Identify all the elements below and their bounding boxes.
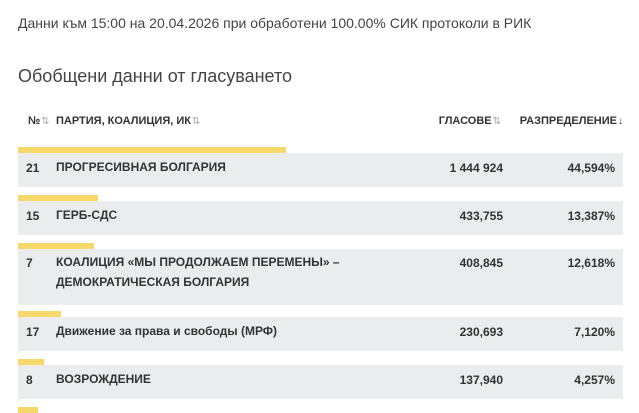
sort-icon[interactable]: ⇅ [492, 116, 501, 127]
vote-percentage: 12,618% [567, 256, 615, 270]
vote-share-bar [18, 195, 98, 201]
header-votes-label: ГЛАСОВЕ [438, 115, 492, 127]
vote-percentage: 44,594% [567, 161, 615, 175]
party-number: 15 [26, 209, 40, 223]
sort-icon[interactable]: ⇅ [41, 116, 50, 127]
sort-icon[interactable]: ⇅ [191, 116, 201, 127]
header-num-label: № [28, 115, 41, 127]
party-name: ГЕРБ-СДС [56, 208, 118, 222]
vote-share-bar [18, 147, 286, 153]
party-number: 7 [26, 256, 33, 270]
vote-share-bar [18, 243, 94, 249]
table-row[interactable]: 17 Движение за права и свободы (МРФ) 230,6… [18, 317, 623, 351]
header-distribution[interactable]: РАЗПРЕДЕЛЕНИЕ↓ [520, 115, 623, 127]
data-status-line: Данни към 15:00 на 20.04.2026 при обрабо… [18, 15, 532, 31]
header-num[interactable]: №⇅ [28, 115, 50, 127]
vote-count: 408,845 [459, 256, 503, 270]
party-number: 8 [26, 373, 33, 387]
table-row[interactable]: 21 ПРОГРЕСИВНАЯ БОЛГАРИЯ 1 444 924 44,594% [18, 153, 623, 187]
party-name: КОАЛИЦИЯ «МЫ ПРОДОЛЖАЕМ ПЕРЕМЕНЫ» – ДЕМО… [56, 255, 340, 289]
party-number: 17 [26, 325, 40, 339]
vote-percentage: 4,257% [574, 373, 615, 387]
party-number: 21 [26, 161, 40, 175]
vote-percentage: 13,387% [567, 209, 615, 223]
vote-count: 137,940 [459, 373, 503, 387]
party-name: ВОЗРОЖДЕНИЕ [56, 372, 151, 386]
vote-percentage: 7,120% [574, 325, 615, 339]
vote-count: 433,755 [459, 209, 503, 223]
header-party[interactable]: ПАРТИЯ, КОАЛИЦИЯ, ИК⇅ [56, 115, 200, 127]
table-row[interactable]: 8 ВОЗРОЖДЕНИЕ 137,940 4,257% [18, 365, 623, 399]
table-row[interactable]: 7 КОАЛИЦИЯ «МЫ ПРОДОЛЖАЕМ ПЕРЕМЕНЫ» – ДЕМ… [18, 249, 623, 305]
vote-share-bar [18, 407, 38, 413]
header-votes[interactable]: ГЛАСОВЕ⇅ [439, 115, 501, 127]
sort-desc-icon[interactable]: ↓ [618, 116, 623, 127]
party-name: Движение за права и свободы (МРФ) [56, 324, 278, 338]
header-distribution-label: РАЗПРЕДЕЛЕНИЕ [519, 115, 617, 127]
party-name: ПРОГРЕСИВНАЯ БОЛГАРИЯ [56, 160, 226, 174]
vote-count: 1 444 924 [449, 161, 503, 175]
table-row[interactable]: 15 ГЕРБ-СДС 433,755 13,387% [18, 201, 623, 235]
vote-share-bar [18, 311, 61, 317]
vote-share-bar [18, 359, 44, 365]
vote-count: 230,693 [459, 325, 503, 339]
section-title: Обобщени данни от гласуването [18, 66, 293, 86]
header-party-label: ПАРТИЯ, КОАЛИЦИЯ, ИК [56, 115, 191, 127]
table-header: №⇅ ПАРТИЯ, КОАЛИЦИЯ, ИК⇅ ГЛАСОВЕ⇅ РАЗПРЕ… [18, 115, 623, 133]
